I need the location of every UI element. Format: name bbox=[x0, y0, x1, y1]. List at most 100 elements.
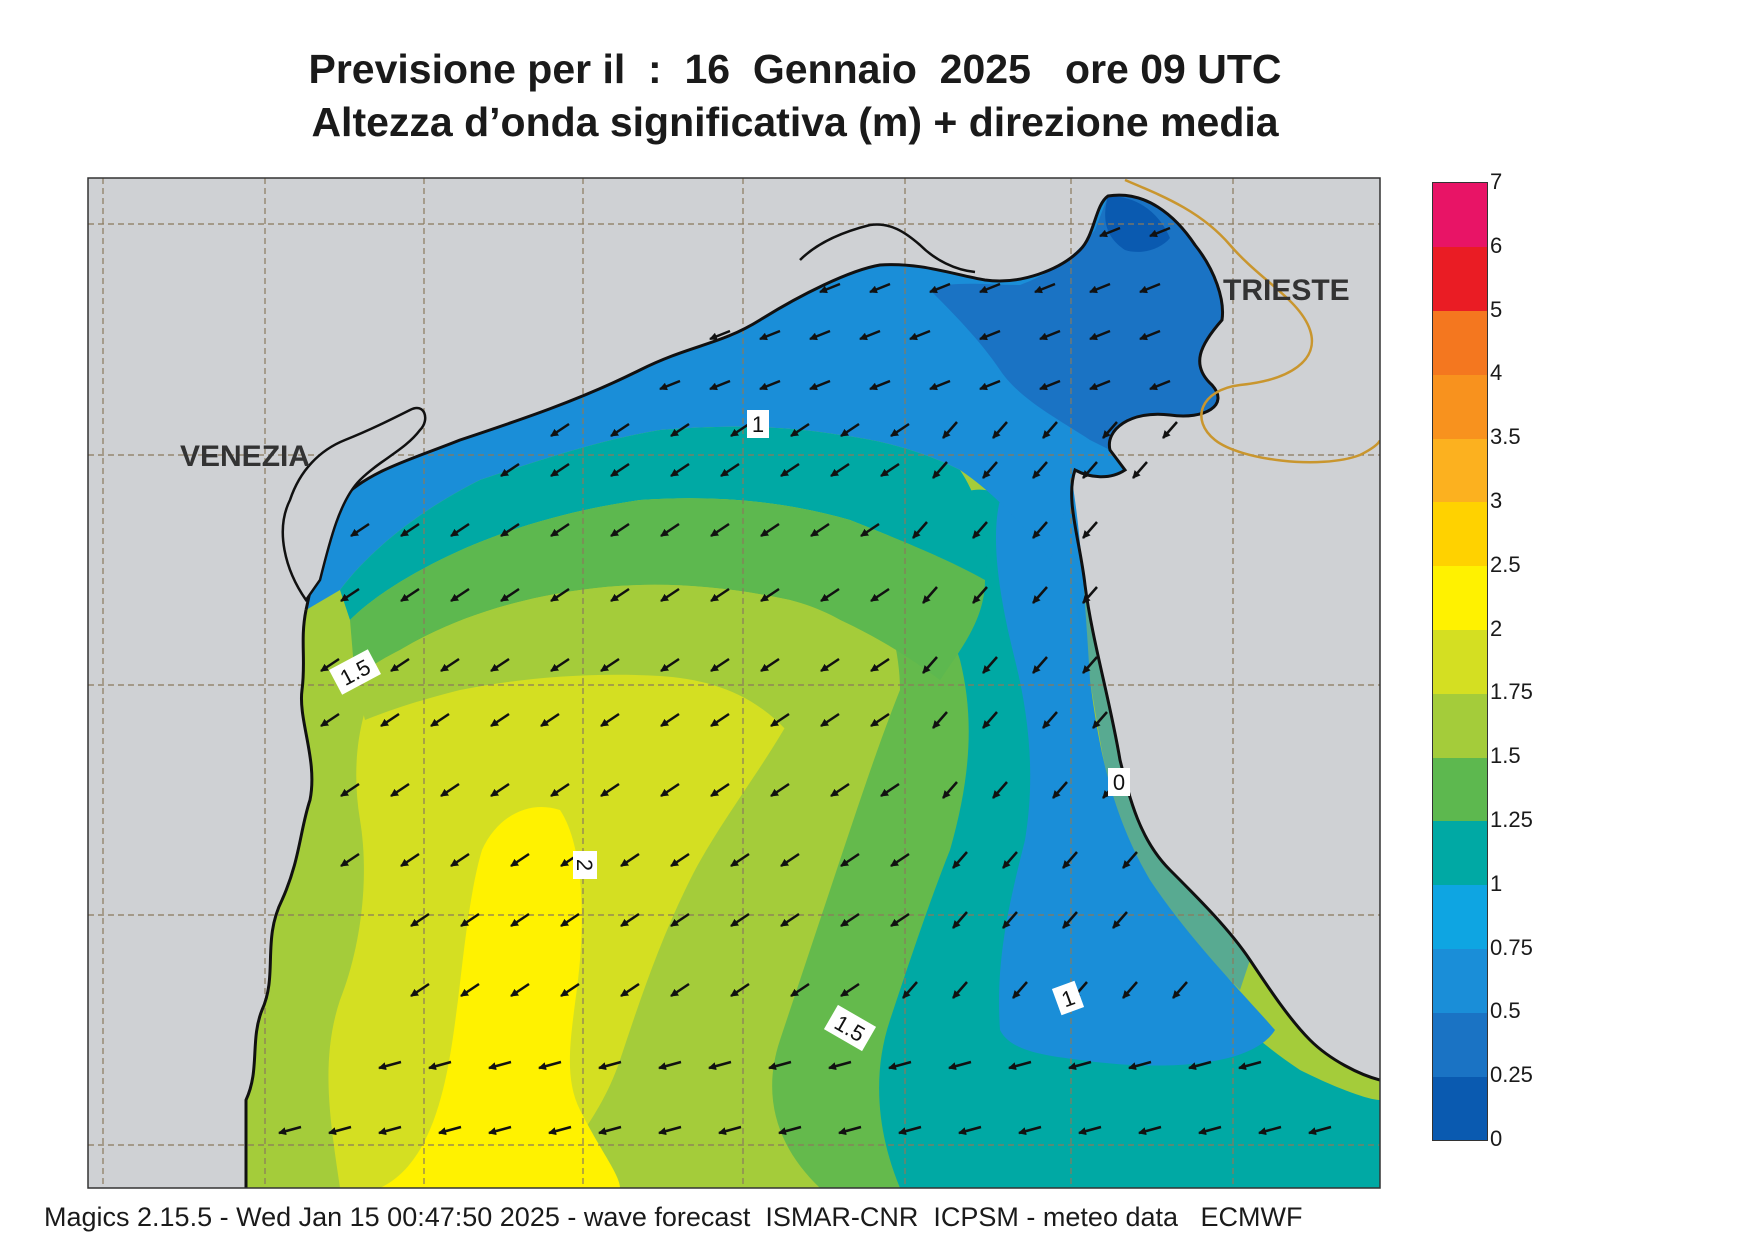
wave-direction-arrow bbox=[1068, 1060, 1092, 1071]
wave-direction-arrow bbox=[859, 329, 881, 341]
wave-direction-arrow bbox=[1082, 656, 1098, 674]
map-title: Previsione per il : 16 Gennaio 2025 ore … bbox=[308, 46, 1282, 92]
wave-direction-arrow bbox=[378, 1060, 402, 1071]
wave-direction-arrow bbox=[979, 379, 1001, 391]
wave-direction-arrow bbox=[560, 982, 580, 998]
wave-direction-arrow bbox=[1258, 1125, 1282, 1136]
wave-direction-arrow bbox=[500, 587, 520, 603]
contour-label: 1 bbox=[752, 412, 764, 437]
wave-direction-arrow bbox=[490, 657, 510, 673]
wave-direction-arrow bbox=[730, 912, 750, 928]
wave-direction-arrow bbox=[982, 461, 998, 479]
wave-direction-arrow bbox=[400, 587, 420, 603]
wave-direction-arrow bbox=[548, 1125, 572, 1136]
wave-direction-arrow bbox=[610, 587, 630, 603]
wave-direction-arrow bbox=[830, 462, 850, 478]
band-0-025 bbox=[1105, 196, 1170, 252]
wave-direction-arrow bbox=[890, 852, 910, 868]
wave-direction-arrow bbox=[320, 712, 340, 728]
wave-direction-arrow bbox=[710, 657, 730, 673]
wave-direction-arrow bbox=[828, 1060, 852, 1071]
wave-direction-arrow bbox=[550, 462, 570, 478]
band-istria bbox=[1070, 580, 1250, 990]
wave-direction-arrow bbox=[450, 522, 470, 538]
wave-direction-arrow bbox=[1149, 226, 1171, 238]
wave-direction-arrow bbox=[830, 782, 850, 798]
wave-direction-arrow bbox=[710, 712, 730, 728]
place-label-trieste: TRIESTE bbox=[1223, 274, 1350, 307]
wave-direction-arrow bbox=[819, 282, 841, 294]
trieste-coast bbox=[799, 223, 976, 274]
wave-direction-arrow bbox=[1139, 329, 1161, 341]
wave-direction-arrow bbox=[1122, 981, 1138, 999]
wave-direction-arrow bbox=[1238, 1060, 1262, 1071]
wave-direction-arrow bbox=[340, 782, 360, 798]
wave-direction-arrow bbox=[620, 912, 640, 928]
wave-direction-arrow bbox=[972, 521, 988, 539]
colorbar-tick-label: 3 bbox=[1490, 488, 1503, 513]
colorbar-segment bbox=[1433, 374, 1487, 439]
wave-direction-arrow bbox=[1018, 1125, 1042, 1136]
wave-direction-arrow bbox=[1092, 711, 1108, 729]
colorbar-tick-label: 4 bbox=[1490, 360, 1503, 386]
wave-direction-arrow bbox=[770, 782, 790, 798]
colorbar-segment bbox=[1433, 310, 1487, 375]
map-subtitle: Altezza d’onda significativa (m) + direz… bbox=[311, 99, 1279, 145]
colorbar-tick-label: 5 bbox=[1490, 296, 1503, 322]
band-yg-north bbox=[355, 584, 880, 780]
wave-direction-arrow bbox=[790, 982, 810, 998]
wave-direction-arrow bbox=[428, 1060, 452, 1071]
wave-direction-arrow bbox=[952, 981, 968, 999]
wave-direction-arrow bbox=[1162, 421, 1178, 439]
colorbar-segment bbox=[1433, 246, 1487, 312]
wave-direction-arrow bbox=[278, 1125, 302, 1136]
contour-label: 0 bbox=[1113, 770, 1125, 795]
wave-direction-arrow bbox=[948, 1060, 972, 1071]
wave-direction-arrow bbox=[709, 379, 731, 391]
wave-direction-arrow bbox=[660, 712, 680, 728]
wave-direction-arrow bbox=[1112, 911, 1128, 929]
wave-direction-arrow bbox=[840, 982, 860, 998]
wave-direction-arrow bbox=[922, 656, 938, 674]
wave-direction-arrow bbox=[658, 1125, 682, 1136]
wave-direction-arrow bbox=[1128, 1060, 1152, 1071]
wave-direction-arrow bbox=[670, 852, 690, 868]
wave-direction-arrows bbox=[278, 226, 1332, 1136]
wave-direction-arrow bbox=[820, 712, 840, 728]
wave-direction-arrow bbox=[768, 1060, 792, 1071]
wave-direction-arrow bbox=[320, 657, 340, 673]
wave-direction-arrow bbox=[1089, 379, 1111, 391]
wave-direction-arrow bbox=[1032, 521, 1048, 539]
wave-direction-arrow bbox=[510, 852, 530, 868]
wave-direction-arrow bbox=[718, 1125, 742, 1136]
wave-direction-arrow bbox=[1078, 1125, 1102, 1136]
wave-direction-arrow bbox=[540, 712, 560, 728]
colorbar-tick-label: 6 bbox=[1490, 232, 1503, 258]
wave-direction-arrow bbox=[400, 852, 420, 868]
wave-direction-arrow bbox=[929, 379, 951, 391]
wave-direction-arrow bbox=[912, 521, 928, 539]
wave-direction-arrow bbox=[598, 1060, 622, 1071]
colorbar bbox=[1432, 182, 1488, 1141]
wave-direction-arrow bbox=[958, 1125, 982, 1136]
wave-direction-arrow bbox=[820, 587, 840, 603]
wave-direction-arrow bbox=[1039, 379, 1061, 391]
wave-direction-arrow bbox=[780, 912, 800, 928]
wave-direction-arrow bbox=[380, 712, 400, 728]
wave-direction-arrow bbox=[550, 587, 570, 603]
colorbar-tick-label: 2.5 bbox=[1490, 551, 1521, 577]
wave-direction-arrow bbox=[550, 657, 570, 673]
wave-direction-arrow bbox=[440, 657, 460, 673]
wave-direction-arrow bbox=[770, 712, 790, 728]
wave-direction-arrow bbox=[840, 912, 860, 928]
place-label-venezia: VENEZIA bbox=[180, 440, 310, 473]
wave-direction-arrow bbox=[1062, 911, 1078, 929]
wave-direction-arrow bbox=[710, 522, 730, 538]
wave-direction-arrow bbox=[869, 282, 891, 294]
wave-direction-arrow bbox=[340, 852, 360, 868]
wave-direction-arrow bbox=[1132, 461, 1148, 479]
wave-direction-arrow bbox=[1082, 586, 1098, 604]
wave-direction-arrow bbox=[932, 461, 948, 479]
wave-direction-arrow bbox=[598, 1125, 622, 1136]
wave-direction-arrow bbox=[658, 1060, 682, 1071]
